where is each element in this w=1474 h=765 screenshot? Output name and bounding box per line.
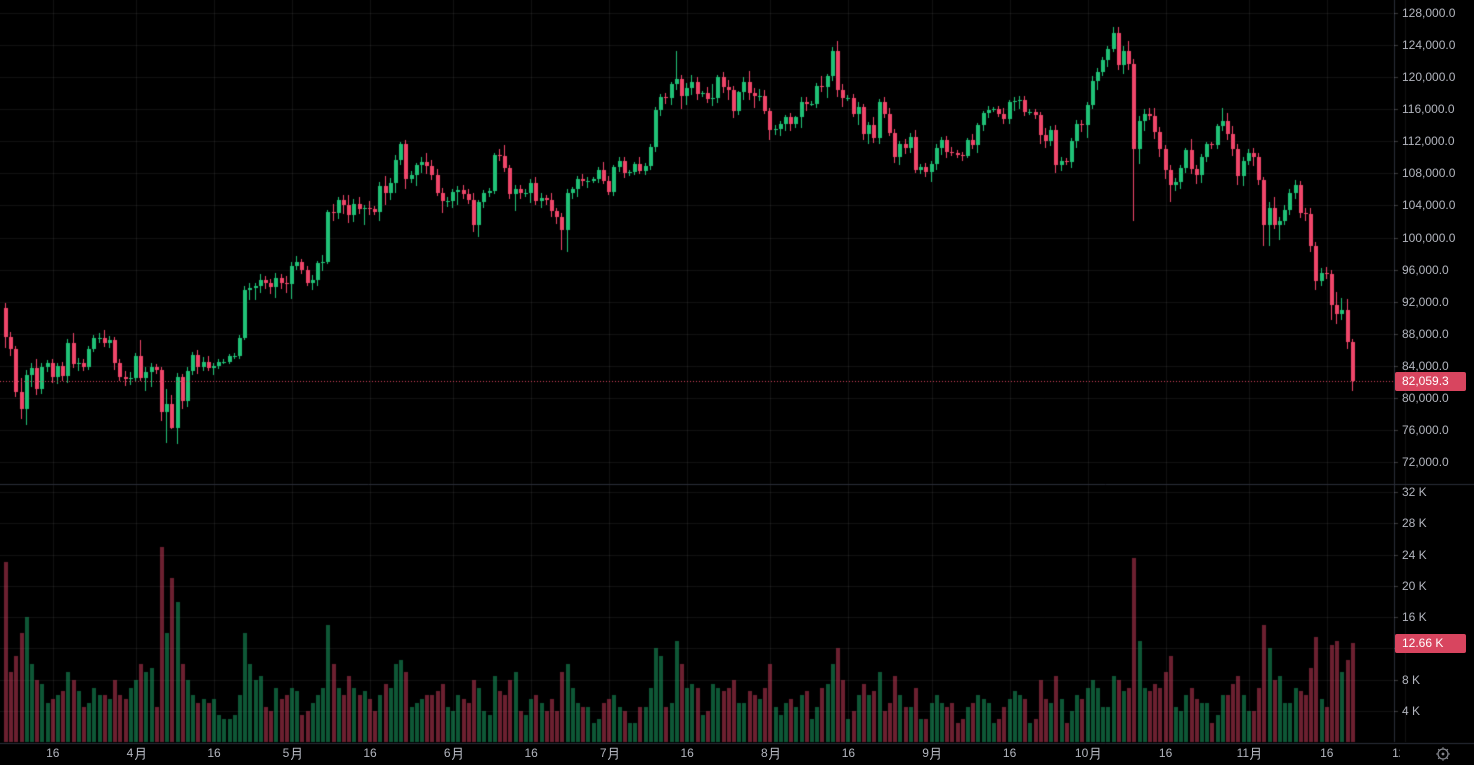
- time-tick-label: 6: [444, 746, 463, 761]
- price-tick-label: 96,000.0: [1402, 262, 1449, 277]
- time-tick-label: 12: [1392, 746, 1400, 761]
- time-axis-settings-button[interactable]: [1431, 743, 1455, 764]
- price-tick-label: 92,000.0: [1402, 294, 1449, 309]
- month-kanji-icon: [451, 747, 462, 760]
- price-tick-label: 100,000.0: [1402, 230, 1456, 245]
- time-tick-label: 16: [841, 746, 856, 760]
- price-tick-label: 72,000.0: [1402, 455, 1449, 469]
- time-tick-label: 16: [524, 746, 538, 760]
- price-tick-label: 84,000.0: [1402, 358, 1449, 373]
- time-tick-label: 16: [1002, 746, 1017, 760]
- price-tick-label: 120,000.0: [1402, 70, 1456, 85]
- last-volume-badge: 12.66 K: [1395, 634, 1466, 653]
- month-kanji-icon: [1089, 747, 1100, 760]
- price-tick-label: 108,000.0: [1402, 166, 1456, 181]
- volume-tick-label: 8 K: [1402, 672, 1421, 687]
- time-tick-label: 5: [283, 746, 302, 761]
- time-tick-label: 8: [761, 746, 780, 761]
- time-tick-label: 16: [363, 746, 377, 760]
- time-tick-label: 16: [207, 746, 221, 760]
- time-tick-label: 16: [680, 746, 694, 760]
- time-tick-label: 10: [1075, 746, 1100, 761]
- month-kanji-icon: [930, 747, 940, 760]
- time-tick-label: 16: [1320, 746, 1334, 760]
- price-tick-label: 116,000.0: [1402, 102, 1455, 117]
- month-kanji-icon: [290, 747, 301, 760]
- month-kanji-icon: [769, 747, 779, 760]
- month-kanji-icon: [1250, 747, 1261, 760]
- time-tick-label: 4: [127, 746, 146, 761]
- price-tick-label: 128,000.0: [1402, 6, 1456, 20]
- volume-tick-label: 24 K: [1402, 547, 1427, 562]
- price-tick-label: 80,000.0: [1402, 390, 1449, 405]
- price-scale-axis[interactable]: 128,000.0 124,000.0 120,000.0 116,000.0 112,…: [1393, 0, 1474, 742]
- volume-tick-label: 4 K: [1402, 704, 1421, 718]
- volume-tick-label: 16 K: [1402, 610, 1427, 625]
- price-tick-label: 124,000.0: [1402, 38, 1456, 53]
- volume-tick-label: 32 K: [1402, 485, 1427, 499]
- time-tick-label: 16: [46, 746, 60, 760]
- volume-tick-label: 28 K: [1402, 516, 1427, 531]
- gear-icon: [1436, 746, 1450, 761]
- time-scale-axis[interactable]: 16 4 16 5 16 6 16 7 16 8 16 9 16 10 16 11 16 12: [0, 742, 1400, 765]
- price-tick-label: 88,000.0: [1402, 326, 1449, 341]
- time-tick-label: 11: [1237, 746, 1261, 761]
- month-kanji-icon: [607, 747, 618, 760]
- month-kanji-icon: [134, 747, 145, 760]
- time-tick-label: 9: [922, 746, 941, 761]
- price-tick-label: 112,000.0: [1402, 134, 1455, 149]
- price-tick-label: 104,000.0: [1402, 198, 1456, 213]
- time-tick-label: 16: [1158, 746, 1173, 760]
- volume-tick-label: 20 K: [1402, 578, 1427, 593]
- time-tick-label: 7: [600, 746, 619, 761]
- last-price-badge: 82,059.3: [1395, 372, 1466, 391]
- price-tick-label: 76,000.0: [1402, 422, 1449, 437]
